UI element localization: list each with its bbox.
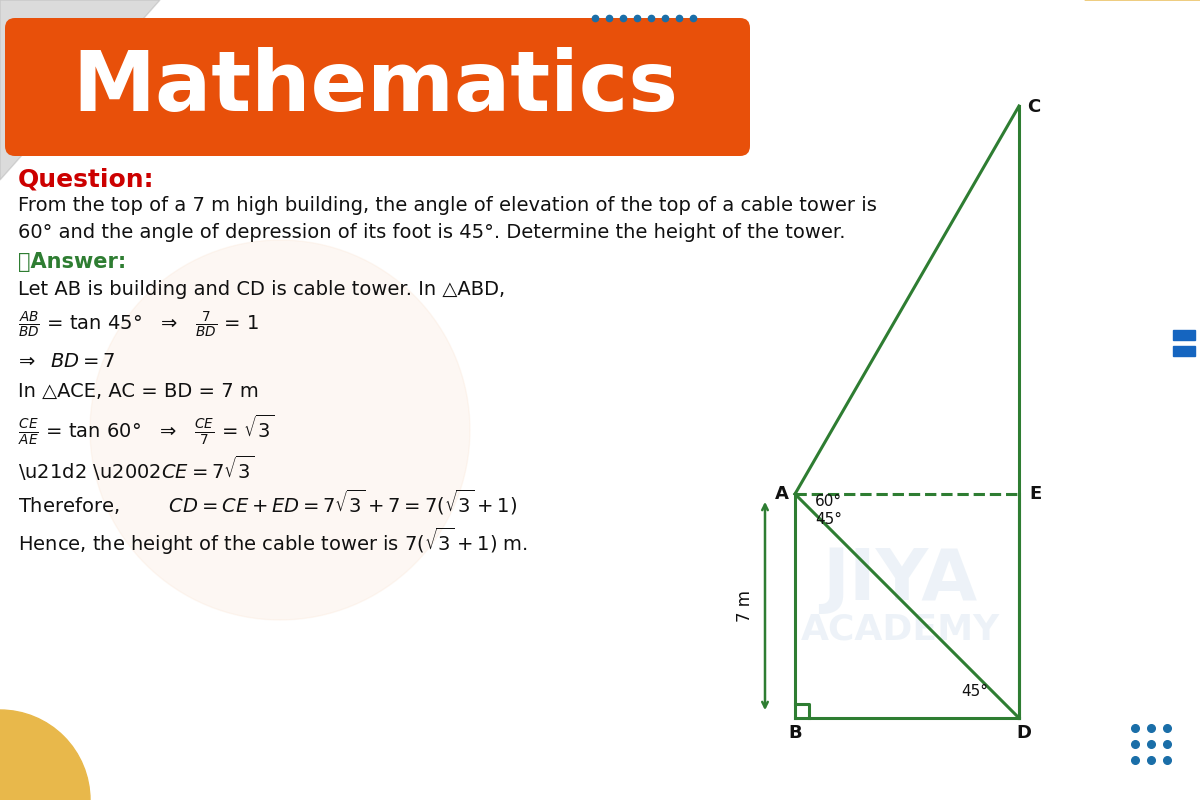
Text: A: A xyxy=(775,485,788,503)
Text: JIYA: JIYA xyxy=(822,546,978,614)
Text: 45°: 45° xyxy=(961,684,988,699)
Text: In △ACE, AC = BD = 7 m: In △ACE, AC = BD = 7 m xyxy=(18,382,259,401)
Text: 60°: 60° xyxy=(815,494,842,509)
Text: 45°: 45° xyxy=(815,512,842,527)
Text: \u21d2 \u2002$CE = 7\sqrt{3}$: \u21d2 \u2002$CE = 7\sqrt{3}$ xyxy=(18,454,254,483)
Polygon shape xyxy=(0,0,160,180)
Bar xyxy=(1174,346,1195,356)
Text: 7 m: 7 m xyxy=(736,590,754,622)
Text: Mathematics: Mathematics xyxy=(72,47,678,129)
Bar xyxy=(1174,330,1195,340)
Wedge shape xyxy=(0,710,90,800)
Text: E: E xyxy=(1030,485,1042,503)
FancyBboxPatch shape xyxy=(5,18,750,156)
Text: D: D xyxy=(1016,724,1032,742)
Text: Question:: Question: xyxy=(18,168,155,192)
Text: B: B xyxy=(788,724,802,742)
Text: ⇒  $BD = 7$: ⇒ $BD = 7$ xyxy=(18,352,115,371)
Text: From the top of a 7 m high building, the angle of elevation of the top of a cabl: From the top of a 7 m high building, the… xyxy=(18,196,877,242)
Text: Hence, the height of the cable tower is $7(\sqrt{3} + 1)$ m.: Hence, the height of the cable tower is … xyxy=(18,526,528,557)
Text: $\frac{CE}{AE}$ = tan 60°   ⇒   $\frac{CE}{7}$ = $\sqrt{3}$: $\frac{CE}{AE}$ = tan 60° ⇒ $\frac{CE}{7… xyxy=(18,412,275,447)
Text: Therefore,        $CD = CE + ED = 7\sqrt{3} + 7 = 7(\sqrt{3} + 1)$: Therefore, $CD = CE + ED = 7\sqrt{3} + 7… xyxy=(18,488,517,517)
Circle shape xyxy=(90,240,470,620)
Text: C: C xyxy=(1027,98,1040,116)
Text: 📷Answer:: 📷Answer: xyxy=(18,252,126,272)
Text: Let AB is building and CD is cable tower. In △ABD,: Let AB is building and CD is cable tower… xyxy=(18,280,505,299)
Text: $\frac{AB}{BD}$ = tan 45°   ⇒   $\frac{7}{BD}$ = 1: $\frac{AB}{BD}$ = tan 45° ⇒ $\frac{7}{BD… xyxy=(18,310,259,340)
Text: ACADEMY: ACADEMY xyxy=(800,613,1000,647)
